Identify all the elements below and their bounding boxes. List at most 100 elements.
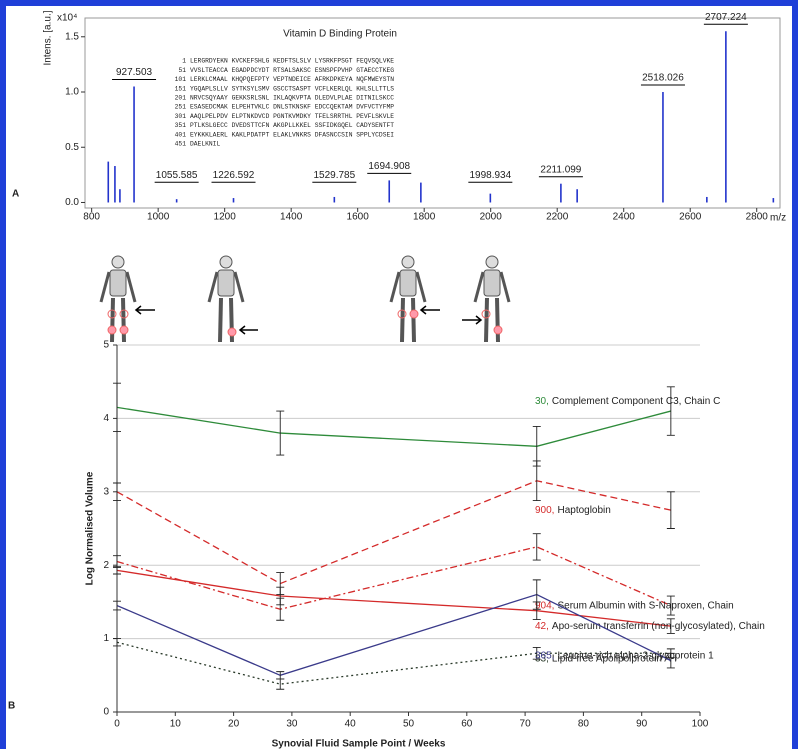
peak-label: 1529.785 — [313, 170, 355, 181]
sequence-start: 401 — [175, 131, 187, 138]
error-bar — [276, 672, 284, 679]
legend-entry: 900,Haptoglobin — [535, 505, 611, 516]
x-axis-title: m/z — [770, 213, 786, 224]
y-tick-label: 4 — [103, 413, 109, 424]
sequence-line: LERKLCMAAL KHQPQEFPTY VEPTNDEICE AFRKDPK… — [190, 76, 394, 83]
x-tick-label: 2000 — [480, 212, 503, 223]
x-tick-label: 50 — [403, 719, 415, 730]
x-axis-title: Synovial Fluid Sample Point / Weeks — [272, 739, 446, 749]
peak-label: 1226.592 — [213, 170, 255, 181]
border — [3, 3, 795, 749]
legend-entry: 30,Complement Component C3, Chain C — [535, 396, 720, 407]
sequence-line: VVSLTEACCA EGADPDCYDT RTSALSAKSC ESNSPFP… — [190, 67, 394, 74]
arrow — [421, 306, 440, 314]
joint-marker — [108, 326, 116, 334]
sequence-start: 1 — [182, 58, 186, 65]
peak-label: 1998.934 — [469, 170, 511, 181]
x-tick-label: 2400 — [613, 212, 636, 223]
peak-label: 2211.099 — [540, 164, 581, 175]
joint-marker — [120, 326, 128, 334]
y-tick-label: 0 — [103, 707, 109, 718]
x-tick-label: 1800 — [413, 212, 436, 223]
error-bar — [533, 534, 541, 560]
sequence-start: 251 — [175, 104, 187, 111]
y-axis-title: Intens. [a.u.] — [43, 10, 54, 65]
y-tick-label: 2 — [103, 560, 109, 571]
sequence-line: ESASEDCMAK ELPEHTVKLC DNLSTKNSKF EDCCQEK… — [190, 104, 394, 111]
y-tick-label: 1 — [103, 633, 109, 644]
peak-label: 927.503 — [116, 67, 153, 78]
sequence-start: 151 — [175, 85, 187, 92]
sequence-start: 351 — [175, 122, 187, 129]
sequence-line: PTLKSLGECC DVEDSTTCFN AKGPLLKKEL SSFIDKG… — [190, 122, 394, 129]
y-tick-label: 0.0 — [65, 197, 79, 208]
sequence-start: 451 — [175, 140, 187, 147]
peak-label: 2518.026 — [642, 73, 684, 84]
y-tick-label: 1.5 — [65, 31, 79, 42]
x-tick-label: 2200 — [546, 212, 569, 223]
y-tick-label: 3 — [103, 486, 109, 497]
legend-name: Leucine-rich alpha-2-glycoprotein 1 — [557, 650, 714, 661]
arrow — [462, 316, 481, 324]
x-tick-label: 100 — [692, 719, 709, 730]
peak-label: 1694.908 — [368, 161, 410, 172]
x-tick-label: 0 — [114, 719, 120, 730]
legend-code: 42, — [535, 621, 549, 632]
chart-title: Vitamin D Binding Protein — [283, 29, 397, 40]
x-tick-label: 1000 — [147, 212, 170, 223]
joint-marker — [228, 328, 236, 336]
page: {"chart_data": [ {"type": "spectrum", "p… — [0, 0, 798, 749]
x-tick-label: 70 — [520, 719, 532, 730]
sequence-line: AAQLPELPDV ELPTNKDVCD PGNTKVMDKY TFELSRR… — [190, 113, 394, 120]
x-tick-label: 90 — [636, 719, 648, 730]
skeleton — [391, 256, 425, 342]
y-tick-label: 0.5 — [65, 142, 79, 153]
x-tick-label: 20 — [228, 719, 240, 730]
peak-label: 2707.224 — [705, 12, 747, 23]
error-bar — [113, 639, 121, 646]
legend-entry: 904,Serum Albumin with S-Naproxen, Chain — [535, 600, 734, 611]
x-tick-label: 1600 — [347, 212, 370, 223]
x-tick-label: 10 — [170, 719, 182, 730]
y-multiplier: x10⁴ — [57, 13, 77, 24]
legend-entry: 365,Leucine-rich alpha-2-glycoprotein 1 — [535, 650, 714, 661]
x-tick-label: 1200 — [214, 212, 237, 223]
legend-name: Haptoglobin — [557, 505, 610, 516]
arrow — [136, 306, 155, 314]
x-tick-label: 80 — [578, 719, 590, 730]
x-tick-label: 800 — [83, 212, 100, 223]
y-tick-label: 5 — [103, 340, 109, 351]
sequence-line: LERGRDYEKN KVCKEFSHLG KEDFTSLSLV LYSRKFP… — [190, 58, 394, 65]
sequence-line: NRVCSQYAAY GEKKSRLSNL IKLAQKVPTA DLEDVLP… — [190, 94, 394, 101]
legend-entry: 42,Apo-serum transferrin (non-glycosylat… — [535, 621, 765, 632]
legend-code: 30, — [535, 396, 549, 407]
skeleton-icons — [101, 256, 509, 342]
y-axis-title: Log Normalised Volume — [85, 471, 96, 585]
sequence-start: 101 — [175, 76, 187, 83]
legend-code: 900, — [535, 505, 554, 516]
figure: A Vitamin D Binding Protein x10⁴Intens. [a… — [0, 0, 798, 749]
panel-label: A — [12, 189, 19, 200]
legend-name: Serum Albumin with S-Naproxen, Chain — [557, 600, 733, 611]
joint-marker — [410, 310, 418, 318]
legend-code: 365, — [535, 650, 554, 661]
x-tick-label: 1400 — [280, 212, 303, 223]
panel-label: B — [8, 701, 15, 712]
sequence-line: EYKKKLAERL KAKLPDATPT ELAKLVNKRS DFASNCC… — [190, 131, 394, 138]
error-bar — [113, 601, 121, 610]
sequence-line: YGQAPLSLLV SYTKSYLSMV GSCCTSASPT VCFLKER… — [190, 85, 394, 92]
joint-marker — [494, 326, 502, 334]
skeleton — [475, 256, 509, 342]
x-tick-label: 2800 — [746, 212, 769, 223]
x-tick-label: 60 — [461, 719, 473, 730]
skeleton — [101, 256, 135, 342]
sequence-start: 51 — [178, 67, 186, 74]
sequence-start: 201 — [175, 94, 187, 101]
x-tick-label: 40 — [345, 719, 357, 730]
arrow — [240, 326, 258, 334]
x-tick-label: 30 — [286, 719, 298, 730]
skeleton — [209, 256, 243, 342]
x-tick-label: 2600 — [679, 212, 702, 223]
legend-name: Apo-serum transferrin (non-glycosylated)… — [552, 621, 765, 632]
series-line — [117, 407, 671, 446]
